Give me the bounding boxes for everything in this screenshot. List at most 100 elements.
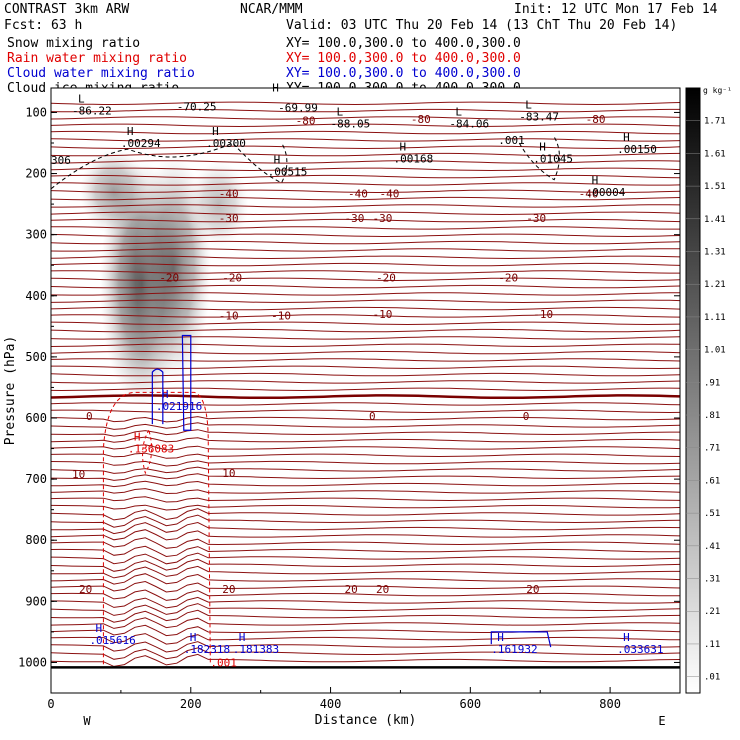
legend-cloudwater-label: Cloud water mixing ratio <box>7 66 195 81</box>
colorbar-tick-label: .31 <box>704 575 720 585</box>
extremum-value: -86.22 <box>72 105 112 118</box>
isotherm-line <box>51 321 680 326</box>
isotherm-label: 0 <box>369 410 376 423</box>
rain-outline <box>102 391 211 665</box>
cloudice-outline <box>51 142 288 190</box>
y-tick-label: 800 <box>25 533 47 547</box>
isotherm-line <box>51 617 680 629</box>
isotherm-label: -10 <box>219 309 239 322</box>
isotherm-label: -40 <box>348 188 368 201</box>
extremum-marker: H <box>623 131 630 144</box>
extremum-value: .015616 <box>89 634 135 647</box>
isotherm-line <box>51 444 680 451</box>
isotherm-line <box>51 226 680 230</box>
extremum-value: .00150 <box>617 143 657 156</box>
extremum-value: -88.05 <box>331 117 371 130</box>
isotherm-label: 10 <box>222 467 235 480</box>
isotherm-label: 20 <box>376 583 389 596</box>
x-tick-label: 600 <box>459 697 481 711</box>
isotherm-line <box>51 292 680 296</box>
colorbar-tick-label: .11 <box>704 640 720 650</box>
isotherm-label: -20 <box>376 271 396 284</box>
colorbar-tick-label: 1.21 <box>704 280 726 290</box>
isotherm-label: -40 <box>579 188 599 201</box>
isotherm-line <box>51 299 680 304</box>
isotherm-line <box>51 603 680 616</box>
isotherm-label: -30 <box>219 212 239 225</box>
extremum-value: .001 <box>210 656 237 669</box>
legend-snow-xy: XY= 100.0,300.0 to 400.0,300.0 <box>286 36 521 51</box>
isotherm-label: 20 <box>79 583 92 596</box>
y-tick-label: 600 <box>25 411 47 425</box>
extremum-value: .00300 <box>206 137 246 150</box>
isotherm-line <box>51 255 680 260</box>
isotherm-line <box>51 596 680 609</box>
cloudwater-outline <box>151 368 164 425</box>
isotherm-line <box>51 452 680 459</box>
extremum-value: .182318 <box>184 643 230 656</box>
extremum-marker: H <box>497 631 504 644</box>
isotherm-line <box>51 358 680 362</box>
x-tick-label: 800 <box>599 697 621 711</box>
x-axis-label: Distance (km) <box>315 713 417 728</box>
extremum-marker: L <box>78 93 85 106</box>
isotherm-line <box>51 466 680 474</box>
isotherm-line <box>51 633 680 645</box>
isotherm-label: -40 <box>219 188 239 201</box>
extremum-marker: H <box>239 631 246 644</box>
colorbar-tick-label: 1.01 <box>704 346 726 356</box>
y-tick-label: 200 <box>25 167 47 181</box>
isotherm-label: -80 <box>411 113 431 126</box>
extremum-value: .033631 <box>617 643 663 656</box>
colorbar-tick-label: 1.71 <box>704 117 726 127</box>
isotherm-line <box>51 240 680 245</box>
isotherm-line <box>51 529 680 541</box>
isotherm-label: 20 <box>526 583 539 596</box>
colorbar-tick-label: 1.41 <box>704 215 726 225</box>
isotherm-line <box>51 460 680 467</box>
isotherm-line <box>51 429 680 437</box>
extremum-marker: H <box>399 140 406 153</box>
isotherm-line <box>51 409 680 414</box>
x-tick-label: 400 <box>320 697 342 711</box>
y-tick-label: 400 <box>25 289 47 303</box>
isotherm-line <box>51 270 680 274</box>
isotherm-line <box>51 565 680 579</box>
colorbar-tick-label: .01 <box>704 673 720 683</box>
cloudice-outline <box>518 136 560 181</box>
model-title: CONTRAST 3km ARW <box>4 2 130 17</box>
colorbar-tick-label: .91 <box>704 378 720 388</box>
isotherm-label: -40 <box>379 188 399 201</box>
extremum-marker: H <box>274 154 281 167</box>
extremum-marker: H <box>95 622 102 635</box>
snow-plume <box>188 161 249 247</box>
isotherm-line <box>51 394 680 400</box>
isotherm-line <box>51 609 680 623</box>
legend-snow-label: Snow mixing ratio <box>7 36 141 51</box>
isotherm-line <box>51 380 680 384</box>
cloudwater-outline <box>490 631 552 648</box>
init-time: Init: 12 UTC Mon 17 Feb 14 <box>514 2 718 17</box>
extremum-marker: L <box>455 105 462 118</box>
extremum-value: 306 <box>51 154 71 167</box>
isotherm-line <box>51 138 680 142</box>
isotherm-line <box>51 416 680 423</box>
legend-cloudwater-xy: XY= 100.0,300.0 to 400.0,300.0 <box>286 66 521 81</box>
isotherm-line <box>51 314 680 318</box>
isotherm-line <box>51 496 680 503</box>
y-tick-label: 100 <box>25 105 47 119</box>
extremum-value: .021916 <box>156 400 202 413</box>
colorbar-tick-label: 1.11 <box>704 313 726 323</box>
isotherm-line <box>51 211 680 216</box>
extremum-value: .001 <box>498 134 525 147</box>
isotherm-line <box>51 218 680 223</box>
colorbar-tick-label: 1.51 <box>704 182 726 192</box>
isotherm-label: -20 <box>159 271 179 284</box>
isotherm-line <box>51 196 680 201</box>
isotherm-line <box>51 336 680 340</box>
y-tick-label: 700 <box>25 472 47 486</box>
isotherm-label: -10 <box>271 309 291 322</box>
isotherm-line <box>51 387 680 392</box>
x-tick-label: 200 <box>180 697 202 711</box>
